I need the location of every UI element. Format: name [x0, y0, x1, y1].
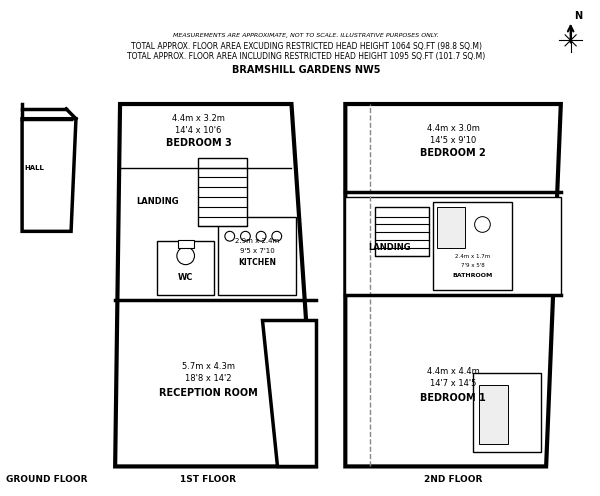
Text: 2.9m x 2.4m: 2.9m x 2.4m: [235, 238, 280, 244]
Bar: [199, 158, 247, 227]
Bar: [178, 240, 194, 248]
Text: BEDROOM 2: BEDROOM 2: [420, 148, 486, 158]
Polygon shape: [22, 119, 76, 231]
Bar: [437, 207, 465, 248]
Text: TOTAL APPROX. FLOOR AREA INCLUDING RESTRICTED HEAD HEIGHT 1095 SQ.FT (101.7 SQ.M: TOTAL APPROX. FLOOR AREA INCLUDING RESTR…: [127, 53, 485, 62]
Text: 7'9 x 5'8: 7'9 x 5'8: [461, 263, 485, 268]
Bar: [473, 373, 541, 452]
Text: 4.4m x 4.4m: 4.4m x 4.4m: [427, 367, 479, 376]
Text: N: N: [575, 11, 583, 21]
Polygon shape: [262, 319, 316, 466]
Bar: [346, 197, 561, 295]
Text: LANDING: LANDING: [368, 244, 411, 252]
Text: 14'7 x 14'5: 14'7 x 14'5: [430, 378, 476, 388]
Text: LANDING: LANDING: [136, 197, 179, 206]
Text: HALL: HALL: [24, 165, 44, 171]
Text: 1ST FLOOR: 1ST FLOOR: [180, 475, 236, 484]
Polygon shape: [30, 143, 53, 207]
Bar: [375, 207, 428, 256]
Text: 14'5 x 9'10: 14'5 x 9'10: [430, 136, 476, 145]
Text: 5.7m x 4.3m: 5.7m x 4.3m: [182, 362, 235, 371]
Text: BEDROOM 1: BEDROOM 1: [420, 393, 486, 403]
Bar: [433, 202, 512, 290]
Text: WC: WC: [178, 273, 193, 282]
Text: GROUND FLOOR: GROUND FLOOR: [6, 475, 88, 484]
Polygon shape: [346, 104, 561, 466]
Text: BRAMSHILL GARDENS NW5: BRAMSHILL GARDENS NW5: [232, 65, 380, 75]
Text: RECEPTION ROOM: RECEPTION ROOM: [159, 388, 257, 398]
Text: BEDROOM 3: BEDROOM 3: [166, 138, 231, 148]
Text: KITCHEN: KITCHEN: [238, 258, 276, 267]
Polygon shape: [115, 104, 316, 466]
Text: 18'8 x 14'2: 18'8 x 14'2: [185, 374, 232, 383]
Text: 2.4m x 1.7m: 2.4m x 1.7m: [455, 254, 490, 259]
Text: MEASUREMENTS ARE APPROXIMATE, NOT TO SCALE. ILLUSTRATIVE PURPOSES ONLY.: MEASUREMENTS ARE APPROXIMATE, NOT TO SCA…: [173, 33, 439, 38]
Text: BATHROOM: BATHROOM: [452, 273, 493, 278]
Text: 4.4m x 3.2m: 4.4m x 3.2m: [172, 114, 225, 123]
Text: TOTAL APPROX. FLOOR AREA EXCUDING RESTRICTED HEAD HEIGHT 1064 SQ.FT (98.8 SQ.M): TOTAL APPROX. FLOOR AREA EXCUDING RESTRI…: [131, 42, 482, 51]
Bar: [479, 385, 508, 444]
Text: 2ND FLOOR: 2ND FLOOR: [424, 475, 482, 484]
Text: 4.4m x 3.0m: 4.4m x 3.0m: [427, 124, 479, 133]
Text: 9'5 x 7'10: 9'5 x 7'10: [240, 248, 275, 254]
Bar: [157, 241, 214, 295]
Bar: [218, 217, 296, 295]
Text: 14'4 x 10'6: 14'4 x 10'6: [175, 126, 221, 135]
